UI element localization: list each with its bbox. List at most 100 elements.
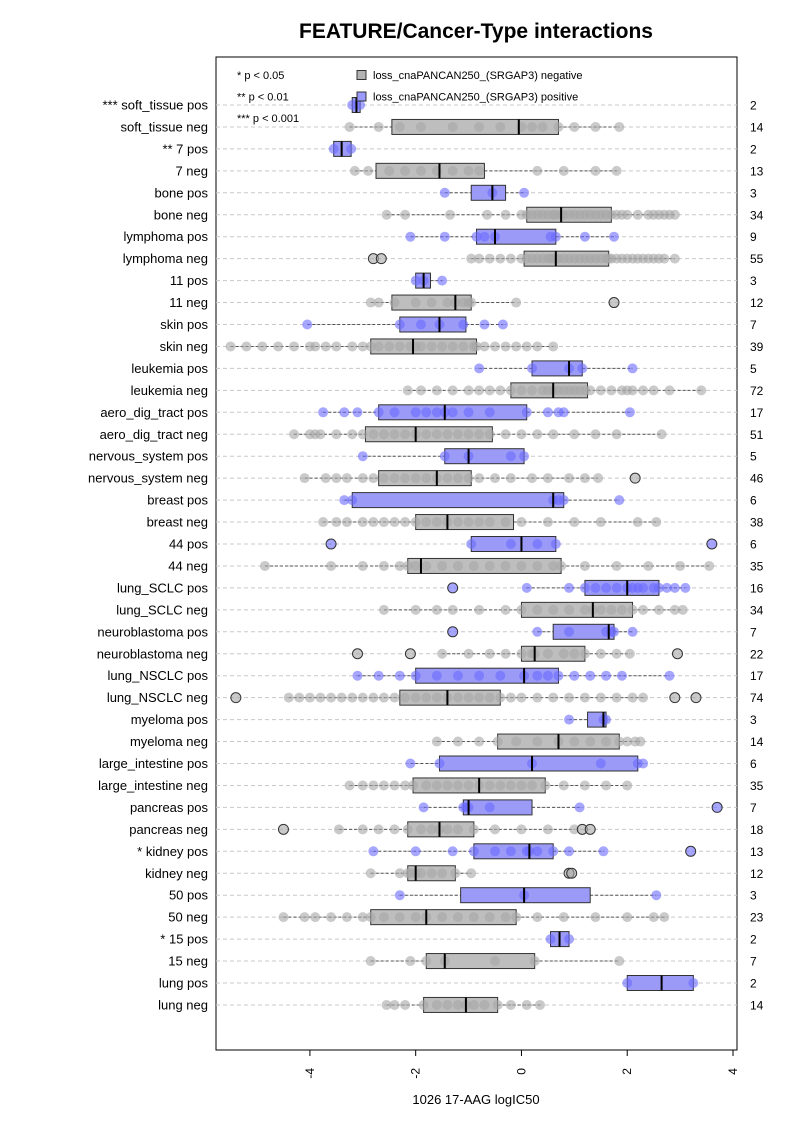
row-label: lung pos <box>159 976 209 991</box>
data-point <box>466 868 477 879</box>
data-point <box>405 231 416 242</box>
data-point <box>553 121 564 132</box>
data-point <box>326 692 337 703</box>
data-point <box>638 385 649 396</box>
box-iqr <box>399 316 467 333</box>
data-point <box>579 582 590 593</box>
row-counts: 2142133349553127395721751546638635163472… <box>750 99 764 1013</box>
data-point <box>463 780 474 791</box>
data-point <box>527 363 538 374</box>
data-point <box>601 582 612 593</box>
data-point <box>439 451 450 462</box>
data-point <box>564 692 575 703</box>
data-point <box>466 539 477 549</box>
box-lung-nsclc-neg <box>230 689 702 706</box>
data-point <box>669 582 680 593</box>
row-count: 23 <box>750 911 764 925</box>
box-nervous-system-pos <box>357 448 530 465</box>
data-point <box>585 385 596 396</box>
data-point <box>532 736 543 747</box>
row-label: nervous_system neg <box>88 471 208 486</box>
row-label: neuroblastoma pos <box>97 624 208 639</box>
data-point <box>624 407 635 418</box>
data-point <box>492 736 503 747</box>
data-point <box>548 846 559 857</box>
row-label: lung_NSCLC pos <box>108 668 209 683</box>
row-count: 7 <box>750 955 757 969</box>
row-label: large_intestine pos <box>99 756 209 771</box>
data-point <box>442 473 453 484</box>
box-44-pos <box>325 536 718 552</box>
data-point <box>675 560 686 571</box>
row-label: aero_dig_tract neg <box>100 427 208 442</box>
data-point <box>484 253 495 264</box>
data-point <box>479 999 490 1010</box>
data-point <box>622 978 633 988</box>
data-point <box>410 275 421 286</box>
data-point <box>484 407 495 418</box>
data-point <box>415 165 426 176</box>
box-pancreas-pos <box>418 799 723 816</box>
data-point <box>437 648 448 659</box>
box-bone-neg <box>381 206 680 223</box>
data-point <box>484 802 495 813</box>
data-point <box>532 912 543 923</box>
data-point <box>283 692 294 703</box>
data-point <box>431 517 442 528</box>
data-point <box>519 451 530 462</box>
box-lung-nsclc-pos <box>352 667 675 684</box>
data-point <box>410 692 421 703</box>
data-point <box>421 407 432 418</box>
box-lung-pos <box>622 975 699 991</box>
data-point <box>466 297 477 308</box>
data-point <box>299 473 310 484</box>
data-point <box>532 560 543 571</box>
row-count: 14 <box>750 735 764 749</box>
data-point <box>437 275 448 286</box>
box-kidney-pos <box>368 843 697 860</box>
data-point <box>606 604 617 615</box>
data-point <box>452 670 463 681</box>
data-point <box>378 604 389 615</box>
data-point <box>447 121 458 132</box>
legend-series-label: loss_cnaPANCAN250_(SRGAP3) negative <box>373 70 583 82</box>
data-point <box>344 121 355 132</box>
data-point <box>558 495 569 506</box>
box-iqr <box>462 799 533 816</box>
data-point <box>579 780 590 791</box>
data-point <box>519 187 530 198</box>
row-count: 2 <box>750 99 757 113</box>
data-point <box>484 648 495 659</box>
data-point <box>368 846 379 857</box>
data-point <box>669 604 680 615</box>
data-point <box>384 341 395 352</box>
data-point <box>479 319 490 330</box>
x-tick-label: 2 <box>620 1068 634 1075</box>
data-point <box>606 385 617 396</box>
data-point <box>474 253 485 264</box>
data-point <box>590 429 601 440</box>
data-point <box>638 604 649 615</box>
data-point <box>378 912 389 923</box>
box-11-pos <box>410 272 448 289</box>
row-label: leukemia pos <box>131 361 208 376</box>
data-point <box>558 912 569 923</box>
data-point <box>373 121 384 132</box>
data-point <box>452 780 463 791</box>
data-point <box>484 780 495 791</box>
box-lung-sclc-pos <box>447 579 691 596</box>
data-point <box>474 473 485 484</box>
data-point <box>400 780 411 791</box>
row-count: 6 <box>750 494 757 508</box>
data-point <box>558 165 569 176</box>
data-point <box>418 802 429 813</box>
data-point <box>326 912 337 923</box>
data-point <box>638 582 649 593</box>
data-point <box>635 736 646 747</box>
data-point <box>437 560 448 571</box>
row-label: pancreas pos <box>130 800 209 815</box>
data-point <box>471 231 482 242</box>
data-point <box>368 692 379 703</box>
data-point <box>347 341 358 352</box>
